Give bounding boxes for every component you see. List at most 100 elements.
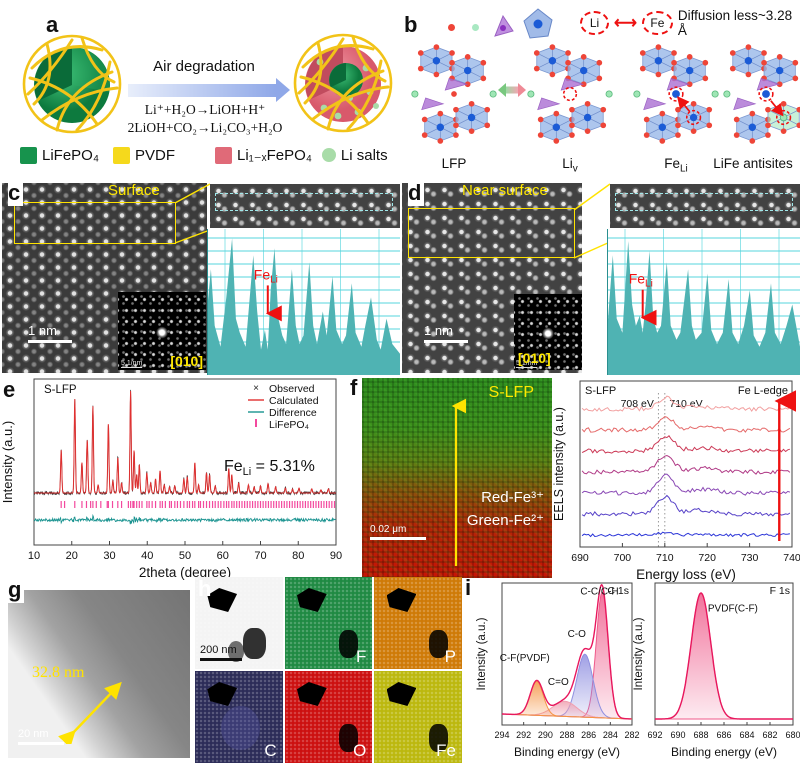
panel-g: g 32.8 nm 20 nm: [0, 577, 195, 763]
scalebar-1nm: 1 nm: [28, 323, 72, 343]
crystal-structure-feli: [633, 44, 719, 144]
svg-text:680: 680: [785, 730, 800, 740]
roi-connector-lines-d: [573, 183, 611, 259]
svg-text:Intensity (a.u.): Intensity (a.u.): [476, 617, 488, 690]
svg-text:690: 690: [571, 552, 589, 564]
svg-text:F 1s: F 1s: [770, 585, 790, 597]
legend-swatch-pvdf: [112, 146, 130, 164]
svg-text:Intensity (a.u.): Intensity (a.u.): [633, 617, 645, 690]
svg-text:730: 730: [741, 552, 759, 564]
air-degradation-title: Air degradation: [153, 58, 255, 75]
structure-label-antisites: LiFe antisites: [713, 156, 793, 171]
svg-text:PVDF(C-F): PVDF(C-F): [708, 603, 758, 614]
crystal-structure-lfp: [411, 44, 497, 144]
panel-e-label: e: [3, 377, 16, 402]
surface-roi-box: [14, 202, 176, 244]
svg-text:292: 292: [516, 730, 531, 740]
xps-f1s-chart: PVDF(C-F) F 1s 692 690 688 686 684 682 680 Bindin…: [633, 582, 800, 759]
map-sample-label: S-LFP: [488, 384, 534, 401]
svg-text:710: 710: [656, 552, 674, 564]
svg-text:S-LFP: S-LFP: [44, 384, 77, 396]
panel-b: b Li ⟷ Fe Diffusion less~3.28 Å LFP Liv …: [400, 0, 800, 178]
panel-f-label: f: [350, 375, 358, 400]
panel-g-label: g: [8, 579, 25, 603]
eds-map-C: C: [195, 671, 283, 763]
svg-text:684: 684: [739, 730, 754, 740]
intensity-profile-chart: FeLi: [207, 229, 400, 375]
pristine-particle-illustration: [22, 34, 122, 134]
roi-connector-lines: [174, 183, 211, 244]
zone-axis-label: [010]: [170, 353, 203, 369]
crystal-structures: [400, 34, 800, 156]
svg-text:30: 30: [103, 550, 115, 562]
eds-map-Fe: Fe: [374, 671, 462, 763]
lithium-atom-icon: [472, 24, 479, 31]
legend-label-li1xfepo4: Li₁₋ₓFePO₄: [237, 147, 312, 164]
svg-text:C-F(PVDF): C-F(PVDF): [500, 653, 550, 664]
svg-text:740: 740: [783, 552, 800, 564]
panel-h: h 200 nm F P C: [195, 577, 462, 763]
panel-a: a Air degradation Li⁺+H₂O→LiOH+H⁺ 2LiOH+…: [0, 0, 400, 178]
panel-c-label: c: [8, 182, 24, 206]
svg-text:C-C/C-H: C-C/C-H: [580, 586, 618, 597]
svg-text:×: ×: [253, 383, 259, 394]
surface-region-label: Surface: [108, 182, 160, 199]
svg-text:286: 286: [581, 730, 596, 740]
panel-e: e 10 20 30 40 50 60 70 80 90 2theta (degree) Inten…: [0, 375, 360, 590]
svg-text:Binding energy (eV): Binding energy (eV): [671, 745, 777, 759]
fe-valence-map: S-LFP Red-Fe³⁺ Green-Fe²⁺ 0.02 μm: [362, 378, 552, 578]
line-scan-arrow: [451, 398, 466, 566]
svg-text:682: 682: [762, 730, 777, 740]
thickness-label: 32.8 nm: [32, 664, 85, 681]
svg-text:282: 282: [624, 730, 639, 740]
scalebar-200nm: 200 nm: [200, 644, 242, 661]
panel-d: d Near surface 1 nm 5 1/nm [010] FeLi: [400, 178, 800, 375]
eds-tem-image: 200 nm: [195, 577, 283, 669]
svg-text:Intensity (a.u.): Intensity (a.u.): [0, 421, 15, 503]
svg-text:50: 50: [179, 550, 191, 562]
svg-text:90: 90: [330, 550, 342, 562]
diffusion-text: Diffusion less~3.28 Å: [677, 8, 793, 38]
svg-text:690: 690: [670, 730, 685, 740]
svg-text:692: 692: [647, 730, 662, 740]
svg-text:EELS intensity (a.u.): EELS intensity (a.u.): [553, 407, 566, 521]
svg-text:Difference: Difference: [269, 407, 317, 419]
svg-text:Energy loss (eV): Energy loss (eV): [636, 567, 736, 582]
svg-text:Binding energy (eV): Binding energy (eV): [514, 745, 620, 759]
tem-coating-image: 32.8 nm 20 nm: [8, 590, 190, 758]
panel-a-label: a: [46, 12, 59, 37]
panel-c: c Surface 1 nm 5 1/nm [010] FeLi: [0, 178, 400, 375]
svg-text:C-O: C-O: [568, 629, 587, 640]
svg-text:688: 688: [693, 730, 708, 740]
degraded-particle-illustration: [293, 33, 393, 133]
svg-text:700: 700: [614, 552, 632, 564]
svg-text:C 1s: C 1s: [607, 585, 629, 597]
eds-map-O: O: [284, 671, 373, 763]
svg-text:LiFePO₄: LiFePO₄: [269, 419, 309, 431]
crystal-structure-liv: [527, 44, 613, 144]
near-surface-region-label: Near surface: [462, 182, 548, 199]
structure-label-feli: FeLi: [664, 156, 688, 175]
svg-text:80: 80: [292, 550, 304, 562]
near-surface-roi-box: [408, 208, 575, 258]
structure-label-lfp: LFP: [441, 156, 467, 171]
svg-text:60: 60: [217, 550, 229, 562]
svg-text:284: 284: [603, 730, 618, 740]
fft-scalebar-d: 5 1/nm: [516, 360, 538, 368]
panel-i: i C-C/C-H C-O C=O C-F(PVDF) C 1s 294 292 290 288…: [462, 577, 800, 763]
crystal-structure-anti: [723, 44, 800, 144]
svg-text:S-LFP: S-LFP: [585, 385, 616, 397]
eds-map-F: F: [284, 577, 373, 669]
panel-b-label: b: [404, 12, 418, 37]
svg-text:10: 10: [28, 550, 40, 562]
fft-inset-d: 5 1/nm: [514, 294, 582, 370]
svg-text:708 eV: 708 eV: [621, 398, 654, 410]
svg-text:Observed: Observed: [269, 383, 315, 395]
legend-label-pvdf: PVDF: [134, 146, 175, 164]
intensity-strip-image-d: [610, 184, 800, 228]
reaction-2: 2LiOH+CO₂→Li₂CO₃+H₂O: [127, 120, 283, 135]
po4-tetrahedron-icon: [494, 15, 514, 37]
legend-swatch-lifepo4: [20, 146, 37, 164]
fft-scalebar: 5 1/nm: [121, 360, 143, 368]
